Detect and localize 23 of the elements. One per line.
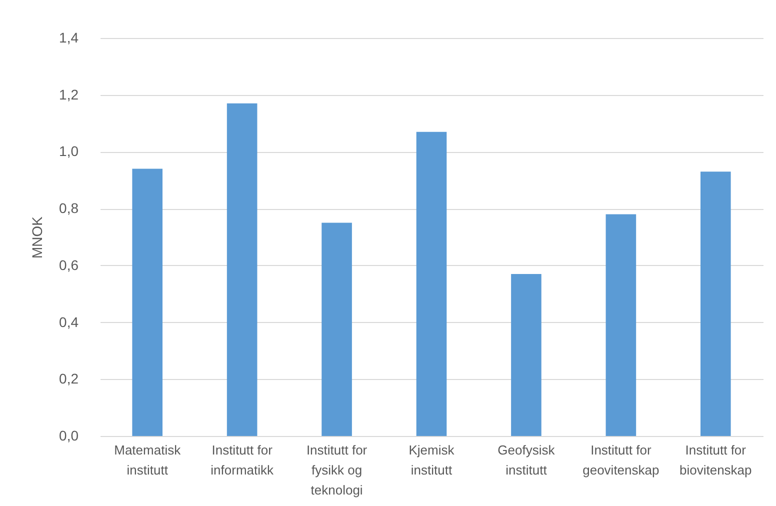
y-tick-label: 0,0 (59, 428, 79, 444)
y-tick-label: 0,2 (59, 370, 79, 387)
y-tick-label: 0,4 (59, 314, 79, 330)
bar (322, 222, 352, 436)
bar (416, 132, 447, 436)
y-tick-label: 0,6 (59, 256, 79, 273)
bar (511, 274, 542, 436)
x-tick-label: Geofysisk institutt (498, 442, 556, 478)
bar (606, 214, 636, 436)
x-tick-label: Institutt for biovitenskap (680, 442, 752, 478)
x-tick-label: Institutt for fysikk og teknologi (306, 442, 368, 498)
y-axis-title: MNOK (29, 216, 46, 258)
y-tick-label: 1,2 (59, 86, 79, 102)
x-tick-label: Institutt for geovitenskap (582, 442, 660, 478)
x-tick-label: Institutt for informatikk (210, 442, 274, 478)
bar (226, 103, 258, 436)
y-tick-label: 1,0 (59, 143, 79, 160)
y-tick-label: 1,4 (59, 30, 79, 46)
bar (700, 172, 731, 436)
x-tick-label: Matematisk institutt (114, 442, 182, 478)
bar (132, 168, 163, 436)
y-tick-label: 0,8 (59, 200, 79, 216)
x-tick-label: Kjemisk institutt (408, 442, 455, 478)
